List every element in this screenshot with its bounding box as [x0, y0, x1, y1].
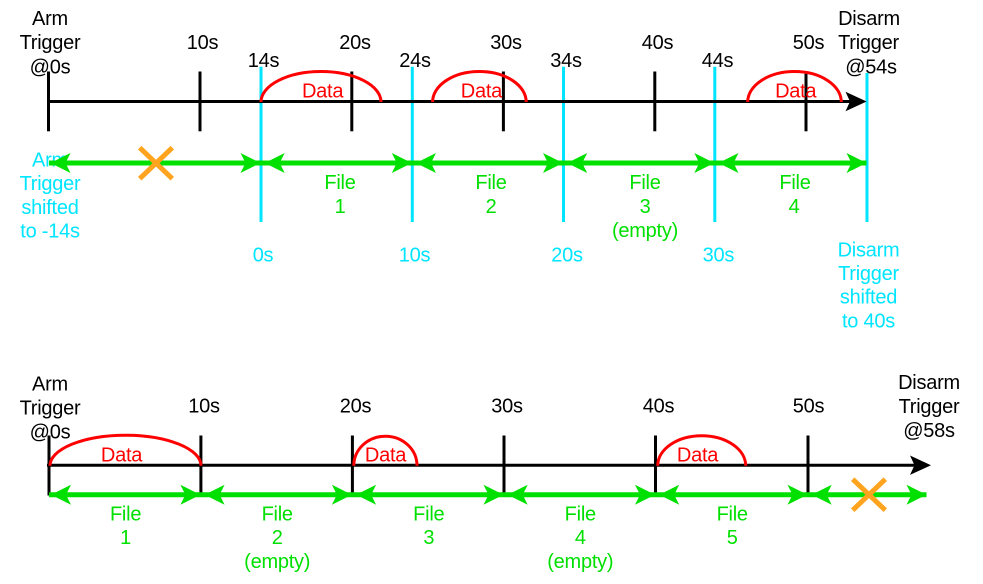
svg-text:(empty): (empty) — [244, 551, 310, 573]
svg-text:10s: 10s — [187, 32, 219, 54]
svg-text:34s: 34s — [550, 50, 582, 72]
svg-text:40s: 40s — [642, 32, 674, 54]
svg-text:Trigger: Trigger — [20, 398, 81, 420]
svg-text:to -14s: to -14s — [20, 221, 80, 243]
svg-text:File: File — [779, 172, 810, 194]
svg-text:30s: 30s — [703, 244, 735, 266]
svg-text:(empty): (empty) — [547, 551, 613, 573]
svg-text:Trigger: Trigger — [20, 173, 81, 195]
svg-text:2: 2 — [486, 196, 497, 218]
svg-text:10s: 10s — [399, 244, 431, 266]
svg-text:File: File — [565, 503, 596, 525]
svg-text:1: 1 — [120, 527, 131, 549]
svg-text:0s: 0s — [253, 244, 274, 266]
svg-text:File: File — [475, 172, 506, 194]
svg-text:@58s: @58s — [903, 420, 955, 442]
svg-text:@0s: @0s — [30, 422, 71, 444]
svg-text:20s: 20s — [551, 244, 583, 266]
svg-text:20s: 20s — [339, 32, 371, 54]
svg-text:2: 2 — [272, 527, 283, 549]
svg-text:Disarm: Disarm — [838, 239, 900, 261]
svg-text:Disarm: Disarm — [838, 8, 900, 30]
svg-text:Data: Data — [101, 445, 143, 467]
svg-text:20s: 20s — [340, 396, 372, 418]
svg-text:shifted: shifted — [840, 287, 897, 309]
svg-text:14s: 14s — [248, 50, 280, 72]
svg-text:50s: 50s — [793, 396, 825, 418]
svg-text:30s: 30s — [491, 396, 523, 418]
svg-text:Arm: Arm — [32, 374, 68, 396]
svg-text:Trigger: Trigger — [838, 263, 899, 285]
svg-text:Data: Data — [365, 445, 407, 467]
svg-text:44s: 44s — [702, 50, 734, 72]
svg-text:File: File — [324, 172, 355, 194]
svg-text:10s: 10s — [188, 396, 220, 418]
svg-text:@54s: @54s — [845, 57, 897, 79]
svg-text:3: 3 — [640, 196, 651, 218]
svg-text:Data: Data — [461, 81, 503, 103]
svg-text:24s: 24s — [399, 50, 431, 72]
svg-text:shifted: shifted — [21, 197, 78, 219]
svg-text:1: 1 — [335, 196, 346, 218]
svg-text:File: File — [413, 503, 444, 525]
svg-text:Arm: Arm — [32, 8, 68, 30]
svg-text:Trigger: Trigger — [838, 32, 899, 54]
svg-text:File: File — [629, 172, 660, 194]
svg-text:Trigger: Trigger — [899, 396, 960, 418]
svg-text:to 40s: to 40s — [842, 310, 895, 332]
svg-text:40s: 40s — [643, 396, 675, 418]
svg-text:50s: 50s — [793, 32, 825, 54]
svg-text:File: File — [262, 503, 293, 525]
svg-text:Data: Data — [775, 81, 817, 103]
svg-text:Disarm: Disarm — [898, 372, 960, 394]
svg-text:File: File — [717, 503, 748, 525]
svg-text:4: 4 — [789, 196, 800, 218]
svg-text:Data: Data — [302, 81, 344, 103]
svg-text:Trigger: Trigger — [20, 32, 81, 54]
svg-text:4: 4 — [575, 527, 586, 549]
svg-text:File: File — [110, 503, 141, 525]
svg-text:(empty): (empty) — [612, 220, 678, 242]
svg-text:5: 5 — [727, 527, 738, 549]
svg-text:Data: Data — [677, 445, 719, 467]
svg-text:@0s: @0s — [30, 57, 71, 79]
svg-text:30s: 30s — [490, 32, 522, 54]
svg-text:3: 3 — [423, 527, 434, 549]
